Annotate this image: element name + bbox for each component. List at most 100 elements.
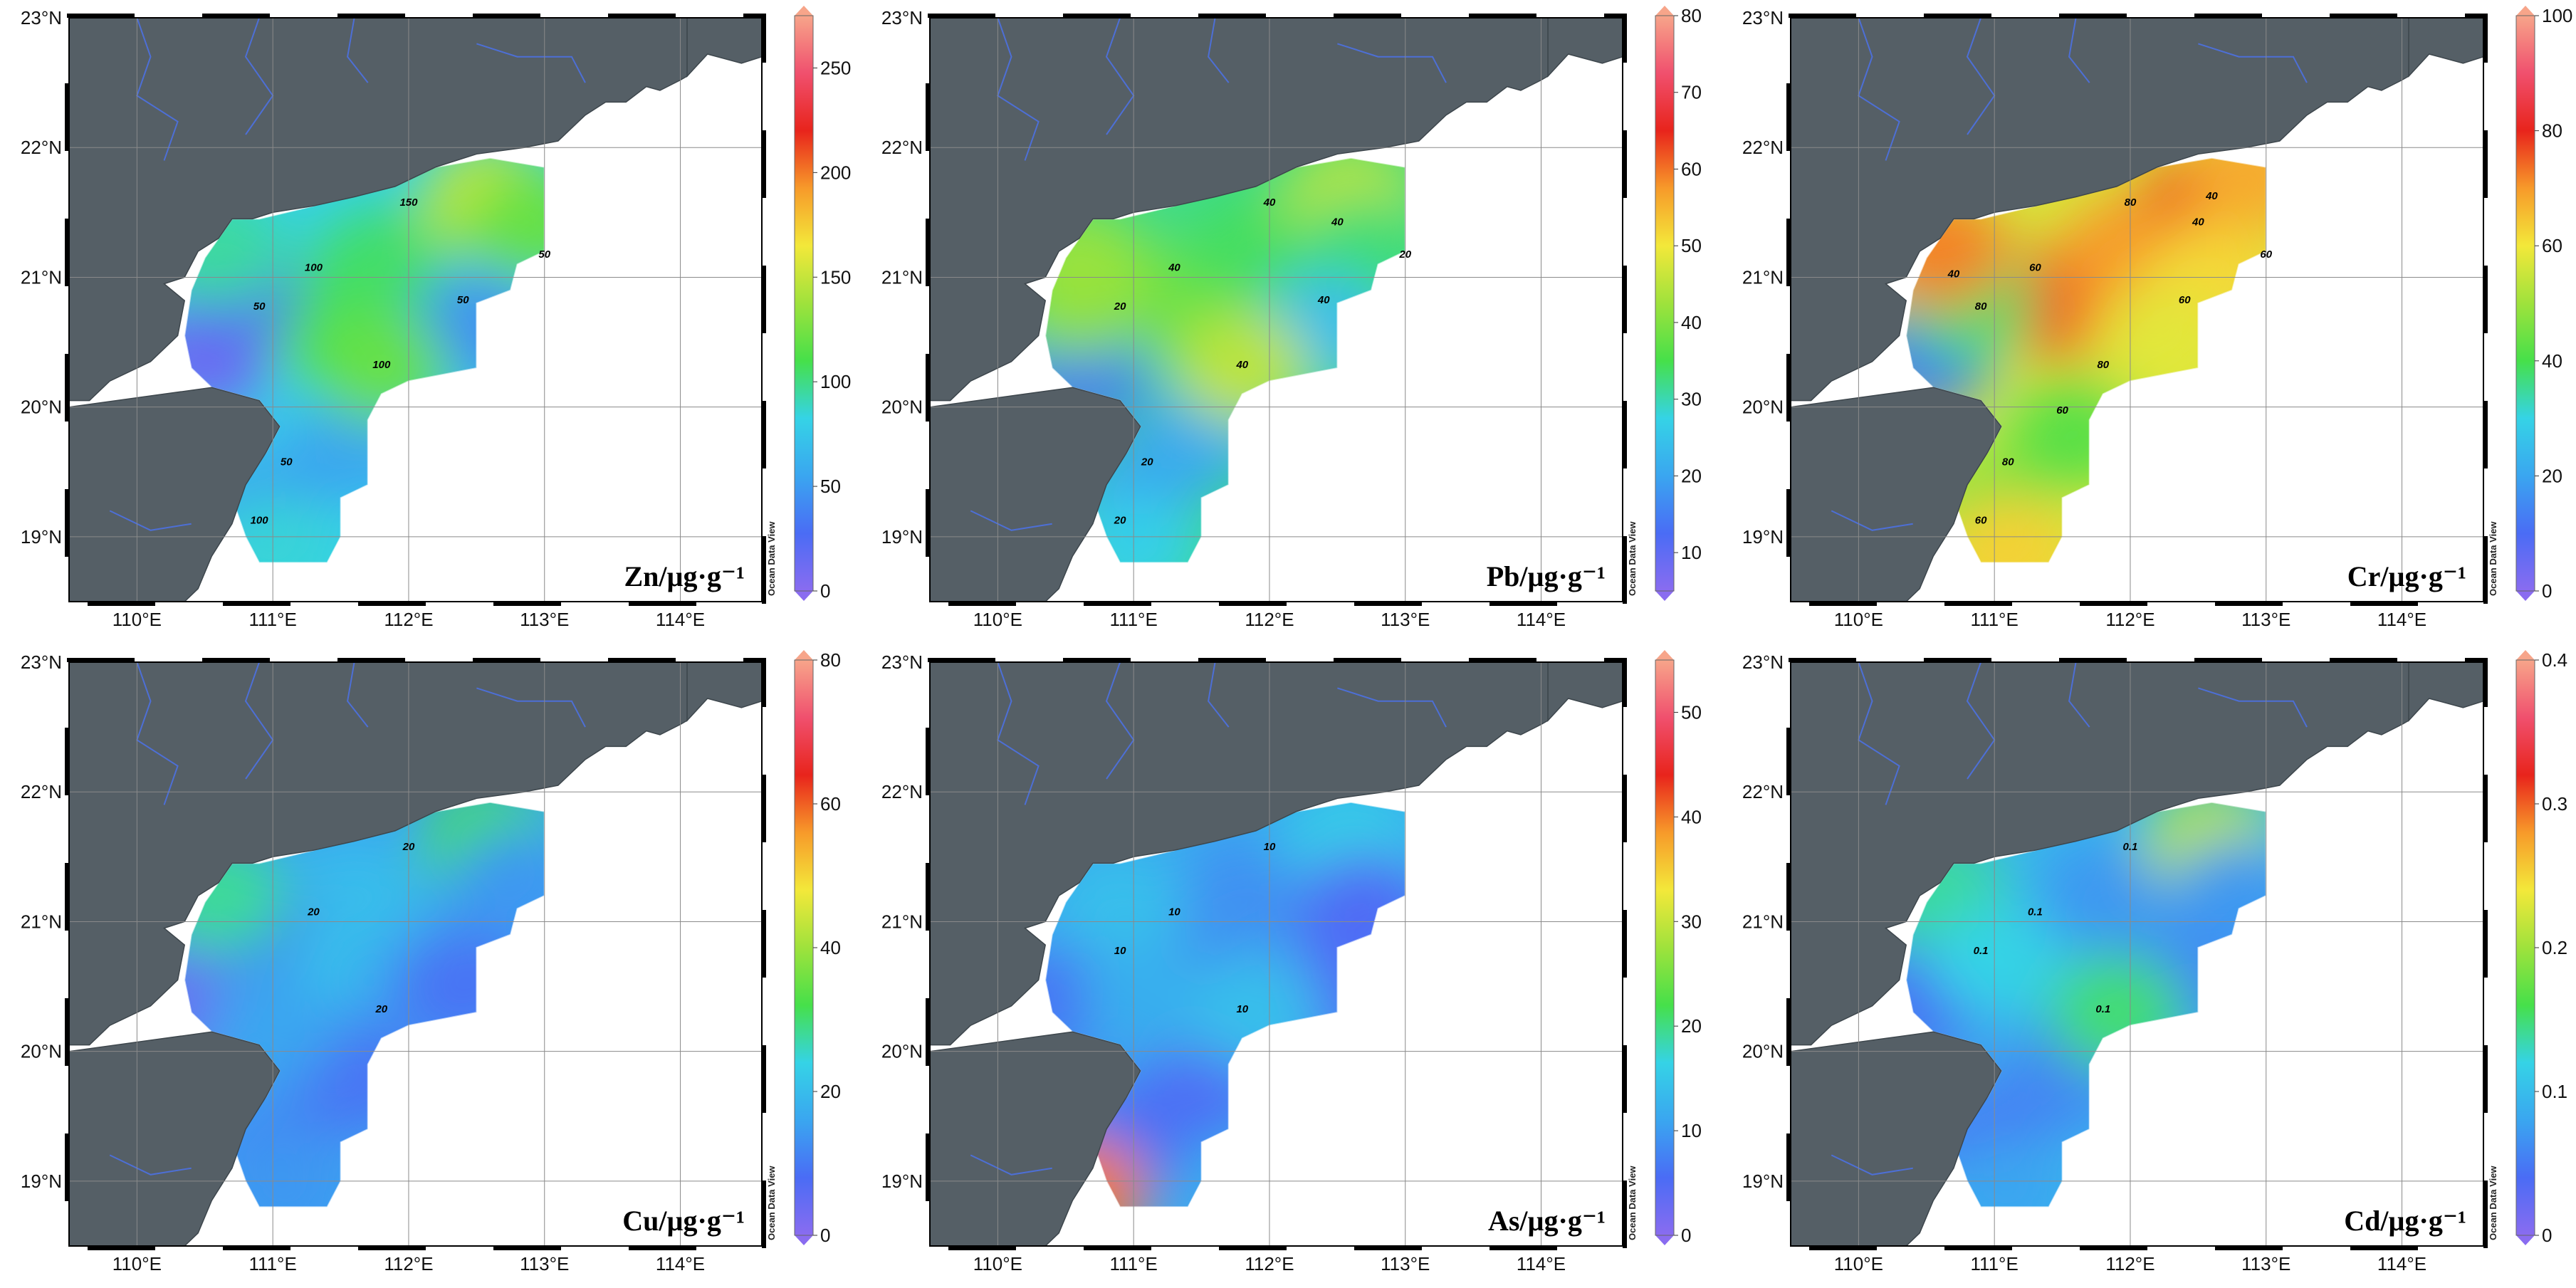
colorbar: 80 70 60 50 40 30 20 10 bbox=[1655, 5, 1702, 601]
colorbar-tick-label: 100 bbox=[820, 371, 851, 392]
contour-labels: 150 100 100 50 50 50 50 100 bbox=[251, 197, 551, 526]
contour-label: 0.1 bbox=[1974, 945, 1989, 957]
sample-value-blob bbox=[1079, 942, 1215, 1057]
panel-title: As/µg·g⁻¹ bbox=[1488, 1205, 1606, 1237]
colorbar-tick-label: 80 bbox=[2542, 120, 2562, 142]
colorbar-tick-label: 0 bbox=[2542, 1225, 2552, 1246]
latitude-label: 23°N bbox=[881, 651, 923, 673]
colorbar-tick-label: 20 bbox=[1681, 465, 1702, 486]
sample-value-blob bbox=[286, 839, 422, 953]
longitude-label: 111°E bbox=[1971, 609, 2019, 630]
contour-label: 40 bbox=[1317, 294, 1330, 306]
sample-value-blob bbox=[219, 1137, 355, 1208]
contour-label: 40 bbox=[1235, 359, 1248, 371]
ocean-data-view-watermark: Ocean Data View bbox=[2488, 521, 2498, 596]
contour-label: 0.1 bbox=[2095, 1003, 2110, 1015]
longitude-label: 114°E bbox=[2377, 1253, 2426, 1274]
latitude-label: 22°N bbox=[881, 137, 923, 158]
colorbar: 100 80 60 40 20 0 bbox=[2515, 5, 2572, 602]
contour-label: 50 bbox=[457, 294, 469, 306]
contour-label: 40 bbox=[2192, 216, 2204, 229]
latitude-label: 22°N bbox=[881, 781, 923, 802]
latitude-label: 20°N bbox=[881, 397, 923, 418]
colorbar-tick-label: 60 bbox=[1681, 158, 1702, 179]
contour-label: 40 bbox=[1263, 197, 1276, 209]
latitude-label: 23°N bbox=[1742, 651, 1784, 673]
colorbar-tick-label: 50 bbox=[1681, 701, 1702, 723]
latitude-label: 20°N bbox=[1742, 1041, 1784, 1062]
longitude-label: 110°E bbox=[1834, 1253, 1883, 1274]
latitude-label: 23°N bbox=[881, 7, 923, 28]
longitude-label: 110°E bbox=[973, 609, 1022, 630]
longitude-label: 111°E bbox=[1110, 609, 1158, 630]
contour-label: 10 bbox=[1264, 841, 1276, 853]
colorbar-tick-label: 10 bbox=[1681, 1120, 1702, 1141]
contour-label: 10 bbox=[1114, 945, 1126, 957]
colorbar: 0.4 0.3 0.2 0.1 0 bbox=[2515, 649, 2567, 1246]
longitude-label: 110°E bbox=[112, 609, 162, 630]
latitude-label: 21°N bbox=[1742, 266, 1784, 288]
longitude-label: 111°E bbox=[1110, 1253, 1158, 1274]
colorbar-tick-label: 0 bbox=[1681, 1225, 1691, 1246]
contour-label: 40 bbox=[1168, 261, 1180, 273]
contour-label: 100 bbox=[372, 359, 391, 371]
contour-label: 40 bbox=[2205, 190, 2218, 202]
sample-value-blob bbox=[463, 168, 545, 283]
longitude-label: 111°E bbox=[249, 1253, 297, 1274]
land-mass bbox=[929, 17, 1623, 602]
lat-lon-grid bbox=[930, 662, 1623, 1246]
map-panel-as: 10 10 10 10 23°N 22°N 21°N 20°N 19°N 110°E 111°E 11… bbox=[861, 644, 1715, 1285]
colorbar-tick-label: 0 bbox=[820, 580, 830, 602]
longitude-label: 112°E bbox=[1245, 1253, 1294, 1274]
colorbar-tick-label: 50 bbox=[1681, 235, 1702, 256]
map-svg-cu: 20 20 20 23°N 22°N 21°N 20°N 19°N 110°E 111°E 112°… bbox=[21, 649, 841, 1274]
colorbar-tick-label: 10 bbox=[1681, 542, 1702, 563]
lat-lon-grid bbox=[930, 18, 1623, 602]
map-svg-cd: 0.1 0.1 0.1 0.1 23°N 22°N 21°N 20°N 19°N 110°E 111… bbox=[1742, 649, 2567, 1274]
panel-title: Cd/µg·g⁻¹ bbox=[2344, 1205, 2466, 1237]
longitude-label: 111°E bbox=[1971, 1253, 2019, 1274]
contour-label: 20 bbox=[375, 1003, 387, 1015]
contour-label: 0.1 bbox=[2028, 906, 2043, 918]
longitude-label: 113°E bbox=[520, 1253, 569, 1274]
latitude-label: 19°N bbox=[881, 1171, 923, 1192]
ocean-data-view-watermark: Ocean Data View bbox=[1627, 1166, 1638, 1240]
colorbar-tick-label: 40 bbox=[1681, 312, 1702, 333]
colorbar-tick-label: 60 bbox=[820, 793, 841, 815]
contour-label: 10 bbox=[1236, 1003, 1248, 1015]
contour-label: 60 bbox=[1975, 515, 1987, 527]
contour-label: 20 bbox=[1398, 248, 1411, 261]
latitude-label: 23°N bbox=[21, 7, 62, 28]
contour-label: 20 bbox=[1141, 456, 1153, 468]
longitude-label: 114°E bbox=[656, 609, 705, 630]
contour-label: 20 bbox=[402, 841, 415, 853]
longitude-label: 114°E bbox=[2377, 609, 2426, 630]
latitude-label: 20°N bbox=[21, 397, 62, 418]
contour-labels: 0.1 0.1 0.1 0.1 bbox=[1974, 841, 2138, 1015]
longitude-label: 112°E bbox=[384, 609, 433, 630]
contour-label: 50 bbox=[281, 456, 293, 468]
latitude-label: 23°N bbox=[1742, 7, 1784, 28]
sample-value-blob bbox=[2171, 839, 2266, 953]
colorbar-tick-label: 0 bbox=[2542, 580, 2552, 602]
latitude-label: 19°N bbox=[881, 526, 923, 548]
lat-lon-grid bbox=[69, 662, 762, 1246]
contour-label: 60 bbox=[2056, 404, 2068, 417]
panel-title: Cu/µg·g⁻¹ bbox=[622, 1205, 745, 1237]
contour-label: 50 bbox=[538, 248, 550, 261]
colorbar-tick-label: 200 bbox=[820, 162, 851, 183]
ocean-data-view-watermark: Ocean Data View bbox=[2488, 1166, 2498, 1240]
colorbar-tick-label: 80 bbox=[820, 649, 841, 671]
ocean-data-view-watermark: Ocean Data View bbox=[766, 521, 777, 596]
latitude-label: 21°N bbox=[1742, 911, 1784, 932]
colorbar-tick-label: 0.1 bbox=[2542, 1081, 2567, 1102]
colorbar: 50 40 30 20 10 0 bbox=[1655, 650, 1702, 1246]
panel-title: Zn/µg·g⁻¹ bbox=[624, 560, 745, 592]
contour-label: 20 bbox=[1114, 515, 1126, 527]
colorbar-tick-label: 60 bbox=[2542, 235, 2562, 256]
sample-value-blob bbox=[1052, 852, 1188, 966]
sample-value-blob bbox=[313, 207, 449, 322]
longitude-label: 111°E bbox=[249, 609, 297, 630]
panel-title: Cr/µg·g⁻¹ bbox=[2347, 560, 2466, 592]
longitude-label: 112°E bbox=[2105, 1253, 2154, 1274]
